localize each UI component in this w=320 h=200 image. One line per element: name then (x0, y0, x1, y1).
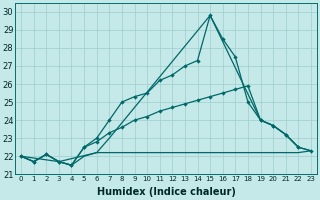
X-axis label: Humidex (Indice chaleur): Humidex (Indice chaleur) (97, 187, 236, 197)
